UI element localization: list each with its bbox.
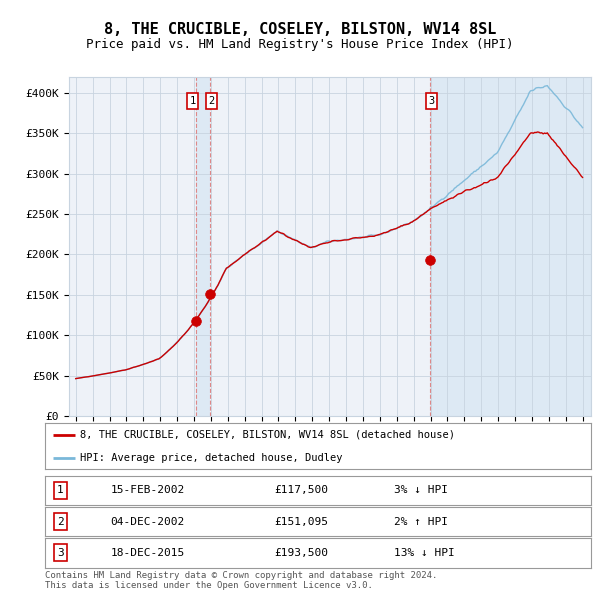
Bar [430,77,591,416]
Text: 3% ↓ HPI: 3% ↓ HPI [394,486,448,495]
Text: 2: 2 [57,517,64,526]
Text: 8, THE CRUCIBLE, COSELEY, BILSTON, WV14 8SL: 8, THE CRUCIBLE, COSELEY, BILSTON, WV14 … [104,22,496,37]
Text: 1: 1 [57,486,64,495]
Text: 04-DEC-2002: 04-DEC-2002 [110,517,185,526]
Text: £117,500: £117,500 [274,486,328,495]
Text: 2% ↑ HPI: 2% ↑ HPI [394,517,448,526]
Text: 8, THE CRUCIBLE, COSELEY, BILSTON, WV14 8SL (detached house): 8, THE CRUCIBLE, COSELEY, BILSTON, WV14 … [80,430,455,440]
Text: £193,500: £193,500 [274,548,328,558]
Text: 15-FEB-2002: 15-FEB-2002 [110,486,185,495]
Text: 1: 1 [190,96,196,106]
Text: 18-DEC-2015: 18-DEC-2015 [110,548,185,558]
Text: Price paid vs. HM Land Registry's House Price Index (HPI): Price paid vs. HM Land Registry's House … [86,38,514,51]
Text: 13% ↓ HPI: 13% ↓ HPI [394,548,455,558]
Text: HPI: Average price, detached house, Dudley: HPI: Average price, detached house, Dudl… [80,453,343,463]
Text: Contains HM Land Registry data © Crown copyright and database right 2024.
This d: Contains HM Land Registry data © Crown c… [45,571,437,590]
Text: 3: 3 [428,96,434,106]
Bar [196,77,209,416]
Text: 3: 3 [57,548,64,558]
Text: £151,095: £151,095 [274,517,328,526]
Text: 2: 2 [208,96,214,106]
